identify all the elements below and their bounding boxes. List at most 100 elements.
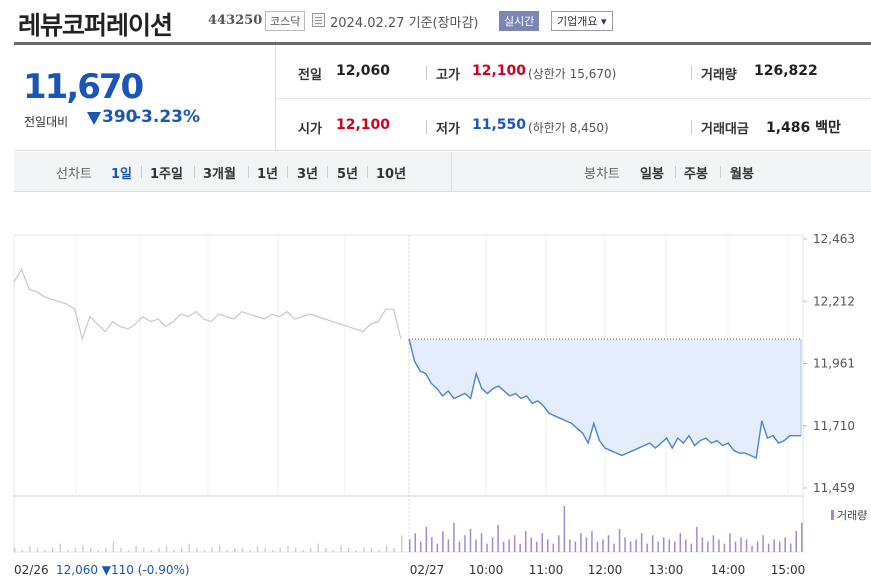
volume-bar — [188, 543, 191, 552]
volume-bar — [480, 533, 483, 552]
volume-label: 거래량 — [701, 68, 737, 83]
volume-bar — [234, 547, 236, 552]
trading-value: 1,486 백만 — [766, 120, 841, 136]
divider — [720, 166, 721, 178]
volume-bar — [97, 549, 99, 552]
volume-bar — [309, 547, 312, 552]
volume-bar — [657, 541, 659, 552]
volume-bar — [120, 547, 122, 552]
volume-bar — [59, 543, 62, 552]
volume-bar — [674, 541, 676, 552]
divider — [248, 166, 249, 178]
volume-bar — [651, 535, 654, 552]
tab-monthly-candle[interactable]: 월봉 — [730, 167, 754, 182]
tab-3month[interactable]: 3개월 — [203, 167, 236, 182]
volume-bar — [624, 537, 626, 552]
tab-weekly-candle[interactable]: 주봉 — [684, 167, 708, 182]
current-price: 11,670 — [23, 67, 144, 107]
volume-bar — [607, 535, 610, 552]
volume-bar — [414, 533, 417, 552]
volume-bar — [569, 539, 571, 552]
tab-3year[interactable]: 3년 — [297, 167, 319, 182]
volume-bar — [707, 541, 709, 552]
realtime-button[interactable]: 실시간 — [499, 11, 540, 31]
volume-bar — [762, 535, 764, 552]
x-tick-label: 11:00 — [529, 563, 564, 577]
divider — [194, 166, 195, 178]
quote-row-divider — [276, 98, 871, 99]
volume-bar — [773, 539, 775, 552]
prev-close-label: 전일 — [298, 68, 322, 83]
volume-bar — [393, 547, 395, 552]
volume-bar — [143, 547, 145, 552]
volume-bar — [646, 543, 648, 552]
volume-bar — [679, 533, 682, 552]
upper-limit: (상한가 15,670) — [528, 67, 617, 81]
today-date-label: 02/27 — [410, 563, 445, 577]
volume-bar — [370, 547, 373, 552]
volume-bar — [458, 541, 461, 552]
quote-panel: 11,670 전일대비 390 -3.23% 전일 12,060 고가 12,1… — [14, 45, 871, 151]
volume-bar — [491, 537, 494, 552]
x-tick-label: 10:00 — [469, 563, 504, 577]
volume-bar — [256, 545, 259, 552]
volume-bar — [629, 541, 632, 552]
stock-code: 443250 — [208, 13, 263, 28]
volume-bar — [241, 547, 244, 552]
chart-svg[interactable]: 12,463 12,212 11,961 11,710 11,459 거래량 10:00 11… — [0, 192, 871, 586]
volume-bar — [696, 526, 698, 552]
volume-bar — [552, 543, 555, 552]
volume-bar — [795, 531, 797, 552]
volume-bar — [36, 547, 39, 552]
price-box: 11,670 전일대비 390 -3.23% — [14, 45, 276, 151]
volume-bar — [401, 535, 403, 552]
volume-bar — [105, 547, 107, 552]
volume-bar — [558, 535, 560, 552]
tab-5year[interactable]: 5년 — [337, 167, 359, 182]
volume-bar — [279, 547, 282, 552]
trading-value-label: 거래대금 — [701, 122, 749, 137]
x-tick-label: 12:00 — [588, 563, 623, 577]
volume-bar — [668, 539, 670, 552]
volume-bar — [635, 539, 637, 552]
y-tick-label: 11,459 — [813, 481, 855, 495]
volume-bar — [332, 549, 335, 552]
volume-bar — [294, 547, 297, 552]
volume-bar — [475, 539, 477, 552]
tab-1year[interactable]: 1년 — [257, 167, 279, 182]
today-fill-area — [409, 338, 801, 458]
volume-bar — [640, 533, 643, 552]
volume-bar — [519, 543, 521, 552]
divider — [141, 166, 142, 178]
volume-bar — [150, 549, 153, 552]
volume-bar — [385, 545, 388, 552]
volume-bar — [82, 545, 84, 552]
company-overview-dropdown[interactable]: 기업개요 ▾ — [551, 11, 613, 31]
volume-bar — [734, 541, 737, 552]
price-chart[interactable]: 12,463 12,212 11,961 11,710 11,459 거래량 10:00 11… — [0, 192, 871, 586]
volume-bar — [420, 541, 422, 552]
volume-bar — [173, 549, 175, 552]
volume-bar — [67, 549, 69, 552]
low-value: 11,550 — [472, 117, 527, 133]
prev-close-value: 12,060 — [336, 63, 391, 79]
volume-bar — [535, 541, 538, 552]
volume-bar — [325, 547, 327, 552]
volume-bar — [580, 533, 582, 552]
y-tick-label: 12,212 — [813, 294, 855, 308]
volume-bar — [613, 543, 615, 552]
volume-bar — [712, 535, 715, 552]
divider — [426, 66, 427, 80]
tab-daily-candle[interactable]: 일봉 — [640, 167, 664, 182]
divider — [327, 166, 328, 178]
volume-bar — [718, 539, 720, 552]
high-label: 고가 — [436, 68, 460, 83]
divider — [675, 166, 676, 178]
calendar-icon — [312, 13, 325, 27]
volume-bar — [409, 539, 411, 552]
volume-bar — [530, 537, 532, 552]
volume-bar — [249, 549, 251, 552]
tab-10year[interactable]: 10년 — [376, 167, 407, 182]
tab-1week[interactable]: 1주일 — [150, 167, 183, 182]
tab-1day[interactable]: 1일 — [111, 167, 133, 182]
